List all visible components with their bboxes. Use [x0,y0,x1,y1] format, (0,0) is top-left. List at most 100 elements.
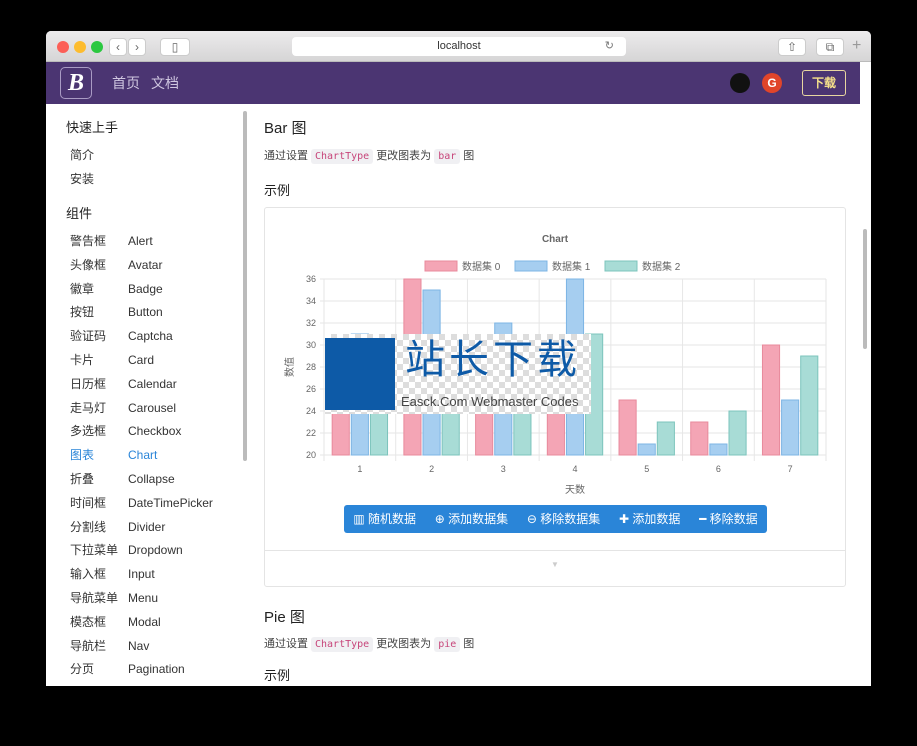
browser-window: ‹ › ▯ localhost ↻ ⇧ ⧉ + B 首页 文档 G 下载 快速上手… [46,31,871,686]
chart-button-2[interactable]: ⊖ 移除数据集 [526,512,601,526]
sidebar-item-label: 导航菜单 [70,591,119,605]
sidebar-item[interactable]: 警告框 Alert [70,234,153,249]
y-tick-label: 28 [306,362,316,372]
sidebar-item[interactable]: 徽章 Badge [70,282,163,297]
nav-home[interactable]: 首页 [112,75,140,91]
bar-2-6 [728,410,747,456]
bar-example-heading: 示例 [264,183,291,198]
sidebar-item-label: 安装 [70,172,95,186]
sidebar-item[interactable]: 输入框 Input [70,567,155,582]
bar-chart-icon: ▥ [353,512,365,526]
sidebar-item-en: Dropdown [128,543,183,558]
nav-docs[interactable]: 文档 [151,75,179,91]
logo[interactable]: B [60,67,92,99]
sidebar-item[interactable]: 分页 Pagination [70,662,185,677]
expand-caret-icon[interactable]: ▼ [551,560,559,569]
main-scrollbar[interactable] [863,229,867,349]
sidebar-item-label: 分割线 [70,519,107,534]
bar-1-7 [781,399,800,456]
minimize-window-button[interactable] [74,41,86,53]
top-nav: B 首页 文档 G 下载 [46,62,860,104]
sidebar-item[interactable]: 时间框 DateTimePicker [70,495,213,511]
sidebar-item-label: 时间框 [70,495,107,510]
bar-0-7 [761,344,781,456]
legend-label: 数据集 2 [642,260,681,273]
sidebar-item-en: Badge [128,281,163,296]
sidebar-item[interactable]: 分割线 Divider [70,519,165,535]
new-tab-icon[interactable]: + [852,37,862,54]
sidebar-item[interactable]: 下拉菜单 Dropdown [70,543,183,558]
sidebar-item-en: DateTimePicker [128,495,213,510]
chart-title: Chart [542,234,569,245]
sidebar-item-label: 警告框 [70,234,107,248]
sidebar-item-en: Input [128,567,155,582]
bar-0-5 [618,399,637,456]
sidebar-item-en: Pagination [128,662,185,677]
sidebar-toggle-icon[interactable]: ▯ [160,38,190,56]
zoom-window-button[interactable] [91,41,103,53]
sidebar-item[interactable]: 走马灯 Carousel [70,400,176,416]
address-bar[interactable]: localhost ↻ [292,37,626,56]
reload-icon[interactable]: ↻ [604,40,614,52]
url-text: localhost [437,40,481,52]
sidebar-item-en: Menu [128,591,159,605]
sidebar-scrollbar[interactable] [243,111,247,461]
legend-label: 数据集 1 [552,260,591,273]
sidebar-item[interactable]: 简介 [70,148,94,163]
y-tick-label: 20 [306,450,316,460]
forward-icon[interactable]: › [128,38,146,56]
x-tick-label: 7 [788,464,793,474]
pie-example-heading: 示例 [264,668,291,683]
sidebar-item-en: Button [128,305,163,320]
main-content: Bar 图 通过设置 ChartType 更改图表为 bar 图 示例 Chart 数据集… [250,104,860,686]
y-tick-label: 32 [306,318,316,328]
sidebar-item[interactable]: 安装 [70,172,94,187]
watermark-cn: 站长下载 [405,338,581,382]
chart-button-1[interactable]: ⊕ 添加数据集 [434,512,509,526]
sidebar-item-en: Collapse [128,472,175,486]
sidebar-item[interactable]: 导航栏 Nav [70,639,149,654]
pie-section-title: Pie 图 [264,609,305,626]
share-icon[interactable]: ⇧ [778,38,806,56]
sidebar-item-en: Divider [128,519,166,534]
chart-button-group: ▥ 随机数据 ⊕ 添加数据集 ⊖ 移除数据集 ✚ 添加数据 ━ 移除数据 [344,505,767,533]
gitee-icon[interactable]: G [762,73,782,93]
watermark-logo: 站长下载 Easck.Com Webmaster Codes [325,334,591,414]
sidebar-item[interactable]: 按钮 Button [70,305,163,320]
watermark-emblem-icon [325,338,395,410]
close-window-button[interactable] [57,41,69,53]
sidebar-item[interactable]: 模态框 Modal [70,615,161,630]
sidebar-item[interactable]: 折叠 Collapse [70,472,175,487]
minus-circle-icon: ⊖ [526,512,537,526]
watermark-en: Easck.Com Webmaster Codes [401,394,579,409]
chart-button-3[interactable]: ✚ 添加数据 [618,512,681,526]
sidebar-item[interactable]: 卡片 Card [70,353,154,368]
chart-button-4[interactable]: ━ 移除数据 [699,512,758,526]
y-axis-label: 数值 [283,357,296,377]
download-button[interactable]: 下载 [802,70,846,96]
github-icon[interactable] [730,73,750,93]
pie-description: 通过设置 ChartType 更改图表为 pie 图 [264,637,475,652]
y-tick-label: 26 [306,384,316,394]
tabs-icon[interactable]: ⧉ [816,38,844,56]
sidebar-item-label: 走马灯 [70,400,107,415]
sidebar-item[interactable]: 头像框 Avatar [70,257,162,273]
x-tick-label: 4 [572,464,577,474]
y-tick-label: 30 [306,340,316,350]
chart-button-0[interactable]: ▥ 随机数据 [353,512,417,526]
bar-1-5 [637,443,656,456]
back-icon[interactable]: ‹ [109,38,127,56]
sidebar-item[interactable]: 图表 Chart [70,448,157,463]
x-tick-label: 1 [357,464,362,474]
bar-0-6 [690,421,709,456]
bar-2-7 [800,355,819,456]
sidebar-item[interactable]: 日历框 Calendar [70,377,177,392]
sidebar: 快速上手 简介 安装 组件 警告框 Alert 头像框 Avatar 徽章 Badge 按钮 Butt… [46,104,240,686]
sidebar-item[interactable]: 导航菜单 Menu [70,591,158,606]
sidebar-item-label: 头像框 [70,257,107,272]
sidebar-item[interactable]: 验证码 Captcha [70,329,173,344]
sidebar-item-en: Carousel [128,400,177,415]
sidebar-item[interactable]: 多选框 Checkbox [70,424,181,439]
x-tick-label: 3 [501,464,506,474]
legend-swatch [424,260,458,272]
